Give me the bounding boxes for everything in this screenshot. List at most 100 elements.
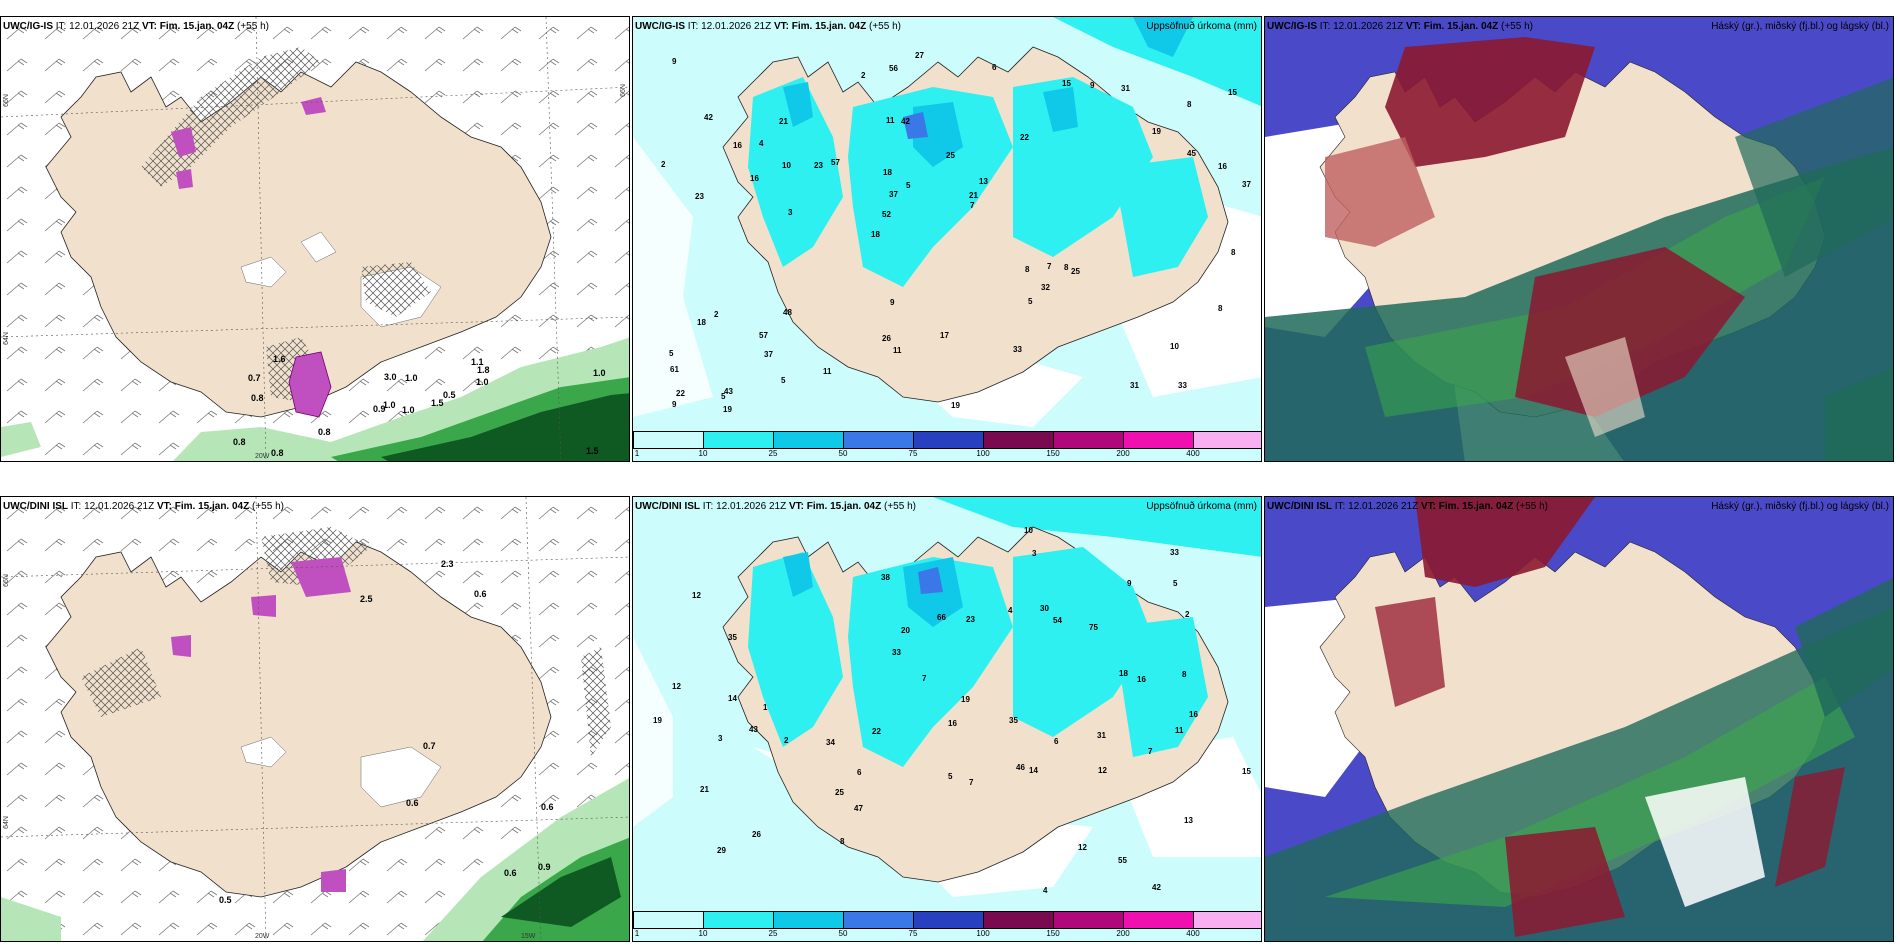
map-value-label: 0.5 xyxy=(443,390,456,400)
map-value-label: 26 xyxy=(752,830,761,839)
legend-tick: 100 xyxy=(976,449,990,458)
map-value-label: 0.8 xyxy=(271,448,284,458)
valid-time: Fim. 15.jan. 04Z xyxy=(1438,501,1514,512)
legend-tick: 50 xyxy=(838,929,848,938)
map-value-label: 5 xyxy=(906,181,911,190)
legend-swatch xyxy=(843,912,913,928)
map-value-label: 7 xyxy=(970,201,975,210)
map-value-label: 5 xyxy=(721,392,726,401)
map-value-label: 75 xyxy=(1089,623,1098,632)
map-value-label: 14 xyxy=(728,694,737,703)
map-value-label: 12 xyxy=(672,682,681,691)
precip-legend: 1 10 25 50 75 100 150 200 400 xyxy=(633,431,1261,458)
map-value-label: 8 xyxy=(1187,100,1192,109)
map-value-label: 13 xyxy=(979,177,988,186)
map-value-label: 43 xyxy=(749,725,758,734)
map-value-label: 3.0 xyxy=(384,372,397,382)
map-value-label: 42 xyxy=(704,113,713,122)
map-value-label: 0.8 xyxy=(233,437,246,447)
init-time: IT: 12.01.2026 21Z xyxy=(1319,21,1404,32)
map-value-label: 57 xyxy=(831,158,840,167)
legend-swatch xyxy=(913,912,983,928)
map-value-label: 23 xyxy=(695,192,704,201)
map-value-label: 9 xyxy=(672,400,677,409)
map-value-label: 45 xyxy=(1187,149,1196,158)
map-value-label: 16 xyxy=(733,141,742,150)
map-value-label: 16 xyxy=(1137,675,1146,684)
iceland-land xyxy=(45,541,552,898)
map-value-label: 19 xyxy=(951,401,960,410)
map-value-label: 7 xyxy=(969,778,974,787)
map-value-label: 0.7 xyxy=(248,373,261,383)
map-value-label: 25 xyxy=(946,151,955,160)
map-value-label: 56 xyxy=(889,64,898,73)
legend-tick: 1 xyxy=(634,929,640,938)
map-value-label: 21 xyxy=(969,191,978,200)
map-value-label: 5 xyxy=(948,772,953,781)
valid-label: VT: xyxy=(156,501,172,512)
map-value-label: 2 xyxy=(714,310,719,319)
model-name: UWC/IG-IS xyxy=(635,21,685,32)
map-value-label: 19 xyxy=(723,405,732,414)
map-value-label: 5 xyxy=(669,349,674,358)
lat-label-64: 64N xyxy=(2,332,10,345)
map-value-label: 18 xyxy=(883,168,892,177)
panel-title: UWC/IG-IS IT: 12.01.2026 21Z VT: Fim. 15… xyxy=(3,21,625,32)
map-value-label: 52 xyxy=(882,210,891,219)
legend-swatch xyxy=(843,432,913,448)
map-value-label: 19 xyxy=(961,695,970,704)
map-value-label: 26 xyxy=(882,334,891,343)
legend-tick: 150 xyxy=(1046,929,1060,938)
legend-swatch xyxy=(1053,432,1123,448)
map-value-label: 32 xyxy=(1041,283,1050,292)
map-value-label: 33 xyxy=(1170,548,1179,557)
legend-swatch xyxy=(1123,432,1193,448)
map-value-label: 7 xyxy=(1047,262,1052,271)
map-value-label: 35 xyxy=(728,633,737,642)
legend-tick: 400 xyxy=(1186,449,1200,458)
map-value-label: 18 xyxy=(871,230,880,239)
panel-caption: Uppsöfnuð úrkoma (mm) xyxy=(1146,501,1257,512)
map-value-label: 6 xyxy=(857,768,862,777)
map-value-label: 7 xyxy=(1148,747,1153,756)
wind-map: 0.5 0.6 0.7 0.6 2.5 2.3 0.9 0.6 0.6 xyxy=(1,497,629,941)
map-value-label: 6 xyxy=(1054,737,1059,746)
legend-swatch xyxy=(773,432,843,448)
map-value-label: 22 xyxy=(1020,133,1029,142)
map-value-label: 8 xyxy=(1218,304,1223,313)
legend-tick: 25 xyxy=(768,929,778,938)
map-value-label: 2.3 xyxy=(441,559,454,569)
panel-title: UWC/IG-IS IT: 12.01.2026 21Z VT: Fim. 15… xyxy=(1267,21,1889,32)
map-value-label: 2 xyxy=(861,71,866,80)
map-value-label: 0.6 xyxy=(406,798,419,808)
map-value-label: 25 xyxy=(835,788,844,797)
legend-swatch xyxy=(1193,912,1261,928)
panel-caption: Háský (gr.), miðský (fj.bl.) og lágský (… xyxy=(1711,501,1889,512)
legend-swatch xyxy=(983,912,1053,928)
map-value-label: 20 xyxy=(901,626,910,635)
map-value-label: 35 xyxy=(1009,716,1018,725)
model-name: UWC/DINI ISL xyxy=(635,501,700,512)
legend-tick: 200 xyxy=(1116,929,1130,938)
legend-swatch xyxy=(983,432,1053,448)
map-value-label: 27 xyxy=(915,51,924,60)
model-name: UWC/IG-IS xyxy=(3,21,53,32)
map-value-label: 16 xyxy=(1189,710,1198,719)
legend-tick: 150 xyxy=(1046,449,1060,458)
panel-caption: Háský (gr.), miðský (fj.bl.) og lágský (… xyxy=(1711,21,1889,32)
lead-time: (+55 h) xyxy=(237,21,269,32)
map-value-label: 1.0 xyxy=(405,373,418,383)
map-value-label: 31 xyxy=(1130,381,1139,390)
legend-tick: 200 xyxy=(1116,449,1130,458)
map-value-label: 2 xyxy=(784,736,789,745)
map-value-label: 12 xyxy=(692,591,701,600)
map-value-label: 34 xyxy=(826,738,835,747)
lat-label-66: 66N xyxy=(2,94,10,107)
legend-tick: 75 xyxy=(908,449,918,458)
legend-tick: 10 xyxy=(698,449,708,458)
lon-label-20w: 20W xyxy=(255,933,270,940)
map-value-label: 21 xyxy=(779,117,788,126)
map-value-label: 14 xyxy=(1029,766,1038,775)
map-value-label: 10 xyxy=(782,161,791,170)
map-value-label: 5 xyxy=(1028,297,1033,306)
